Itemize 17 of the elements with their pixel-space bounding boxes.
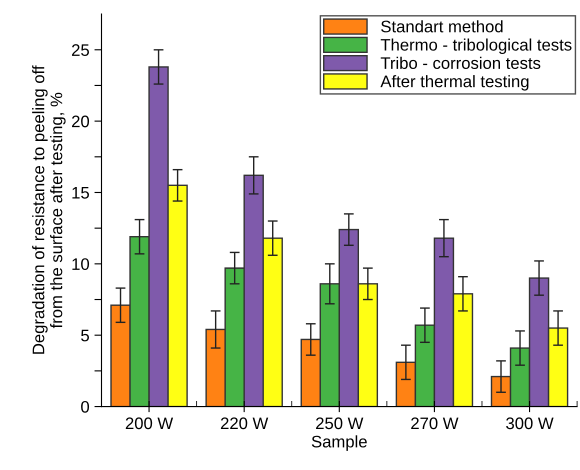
x-tick-label: 300 W [506, 417, 554, 430]
legend-label: Standart method [381, 20, 503, 32]
y-tick-label: 10 [72, 258, 90, 270]
y-tick-label: 20 [72, 116, 90, 128]
x-axis-title: Sample [312, 435, 367, 451]
x-tick-label: 270 W [411, 417, 458, 430]
legend-label: After thermal testing [380, 75, 528, 91]
y-tick-label: 0 [81, 400, 90, 413]
y-axis-title: Degradation of resistance to peeling off from the surface after testing, % [32, 65, 66, 354]
x-tick-label: 220 W [220, 417, 268, 430]
y-tick-label: 15 [72, 187, 89, 199]
legend-label: Tribo - corrosion tests [380, 56, 540, 70]
x-tick-label: 250 W [316, 417, 364, 430]
y-tick-label: 5 [81, 330, 89, 342]
y-tick-label: 25 [72, 44, 89, 56]
legend-label: Thermo - tribological tests [380, 38, 572, 54]
x-tick-label: 200 W [126, 417, 174, 430]
